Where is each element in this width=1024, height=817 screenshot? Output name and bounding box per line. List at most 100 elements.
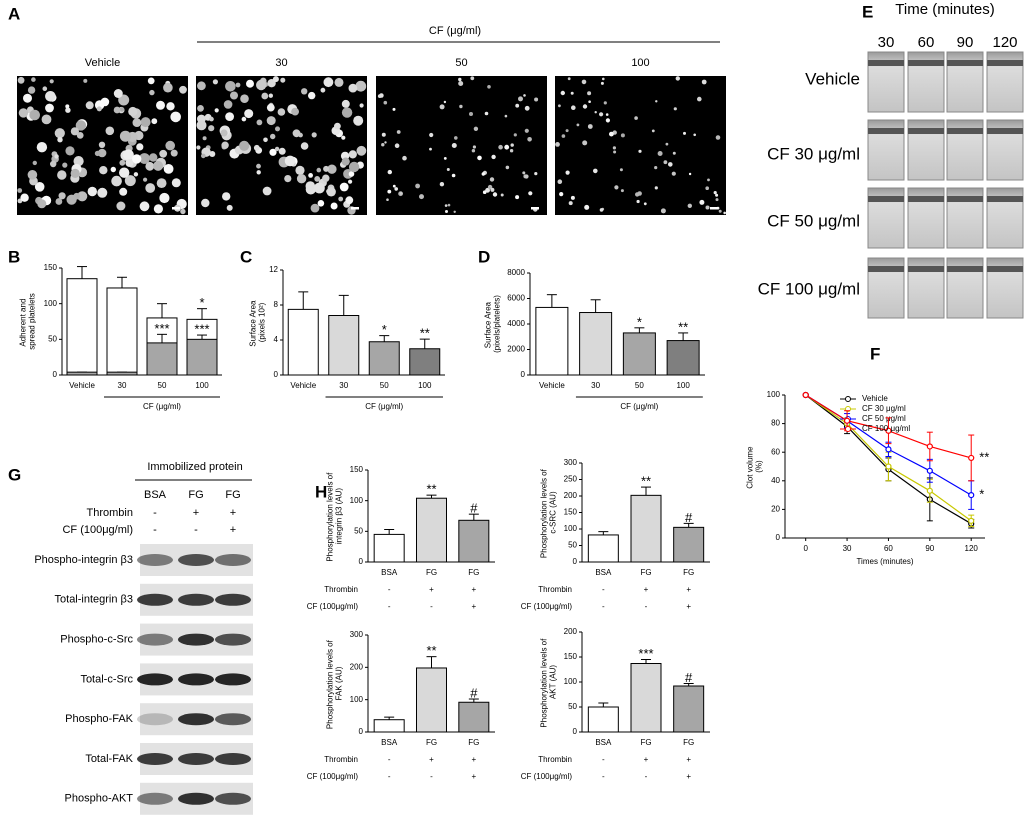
- x-tick-label: BSA: [381, 738, 398, 747]
- platelet: [180, 208, 186, 215]
- bar: [535, 306, 569, 376]
- platelet: [443, 100, 447, 104]
- x-tick-label: 50: [158, 381, 167, 390]
- platelet: [147, 77, 155, 85]
- platelet: [481, 172, 485, 176]
- platelet: [453, 210, 456, 213]
- platelet: [54, 154, 59, 159]
- platelet: [32, 160, 37, 166]
- platelet: [673, 107, 677, 111]
- platelet: [415, 183, 420, 189]
- condition-value: -: [645, 602, 648, 611]
- platelet: [341, 99, 350, 108]
- legend-label: CF 30 μg/ml: [862, 404, 906, 413]
- platelet: [139, 153, 150, 164]
- platelet: [36, 142, 48, 153]
- y-tick-label: 200: [564, 491, 578, 500]
- bar: [630, 663, 662, 733]
- platelet: [665, 142, 669, 146]
- bar: [328, 315, 360, 376]
- platelet: [119, 187, 128, 196]
- x-tick-label: FG: [426, 738, 437, 747]
- bar: [373, 533, 405, 563]
- platelet: [387, 169, 392, 175]
- significance: ***: [638, 646, 653, 661]
- platelet: [76, 132, 84, 139]
- tube-cap: [908, 60, 944, 66]
- platelet: [314, 176, 321, 182]
- platelet: [663, 160, 668, 165]
- y-tick-label: 20: [771, 505, 780, 514]
- platelet: [581, 79, 587, 85]
- y-tick-label: 4000: [507, 319, 525, 328]
- platelet: [443, 157, 447, 160]
- band: [215, 593, 251, 606]
- platelet: [280, 77, 286, 83]
- platelet: [18, 108, 29, 118]
- y-axis-label: Phosphorylation levels of integrin β3 (A…: [326, 470, 344, 561]
- group-label: CF (μg/ml): [620, 402, 658, 411]
- platelet: [568, 201, 573, 206]
- blot-label: Total-integrin β3: [55, 594, 133, 606]
- platelet: [570, 91, 574, 95]
- condition-label: CF (100μg/ml): [62, 524, 133, 536]
- platelet: [124, 175, 136, 187]
- platelet: [444, 204, 448, 207]
- platelet: [29, 109, 40, 121]
- platelet: [17, 76, 25, 84]
- x-tick-label: FG: [683, 568, 694, 577]
- platelet: [113, 89, 123, 98]
- x-tick-label: Vehicle: [539, 381, 565, 390]
- platelet: [651, 129, 655, 133]
- platelet: [209, 151, 216, 157]
- platelet: [713, 191, 717, 195]
- platelet: [612, 146, 617, 150]
- platelet: [118, 94, 130, 106]
- platelet: [348, 161, 360, 173]
- significance: **: [426, 482, 436, 497]
- x-tick-label: 30: [843, 544, 852, 553]
- platelet: [605, 118, 611, 123]
- platelet: [156, 100, 165, 110]
- platelet: [620, 189, 624, 193]
- platelet: [348, 171, 355, 177]
- platelet: [41, 114, 52, 125]
- band: [178, 713, 214, 726]
- bar: [666, 340, 700, 376]
- x-tick-label: 100: [418, 381, 432, 390]
- platelet: [338, 196, 344, 202]
- platelet: [718, 209, 722, 213]
- platelet: [308, 173, 313, 178]
- platelet: [145, 183, 156, 193]
- platelet: [565, 170, 570, 175]
- platelet: [221, 141, 229, 149]
- legend-marker: [845, 396, 851, 402]
- platelet: [528, 191, 533, 196]
- significance: ***: [154, 321, 169, 336]
- platelet: [471, 149, 476, 153]
- platelet: [261, 92, 269, 100]
- platelet: [477, 155, 482, 161]
- platelet: [654, 166, 658, 170]
- platelet: [472, 145, 476, 149]
- platelet: [314, 182, 325, 194]
- platelet: [392, 107, 396, 111]
- platelet: [558, 104, 561, 108]
- platelet: [110, 166, 117, 173]
- panel-label: F: [870, 344, 880, 363]
- platelet: [269, 148, 277, 156]
- platelet: [654, 186, 658, 190]
- condition-label: Thrombin: [538, 585, 572, 594]
- platelet: [27, 170, 38, 180]
- bar: [106, 287, 138, 376]
- platelet: [70, 127, 79, 136]
- condition-value: +: [686, 602, 691, 611]
- condition-value: -: [388, 585, 391, 594]
- platelet: [353, 115, 364, 126]
- platelet: [163, 164, 174, 174]
- bar: [458, 519, 490, 563]
- platelet: [54, 128, 65, 139]
- platelet: [57, 137, 63, 143]
- platelet: [196, 120, 207, 131]
- condition-value: +: [471, 585, 476, 594]
